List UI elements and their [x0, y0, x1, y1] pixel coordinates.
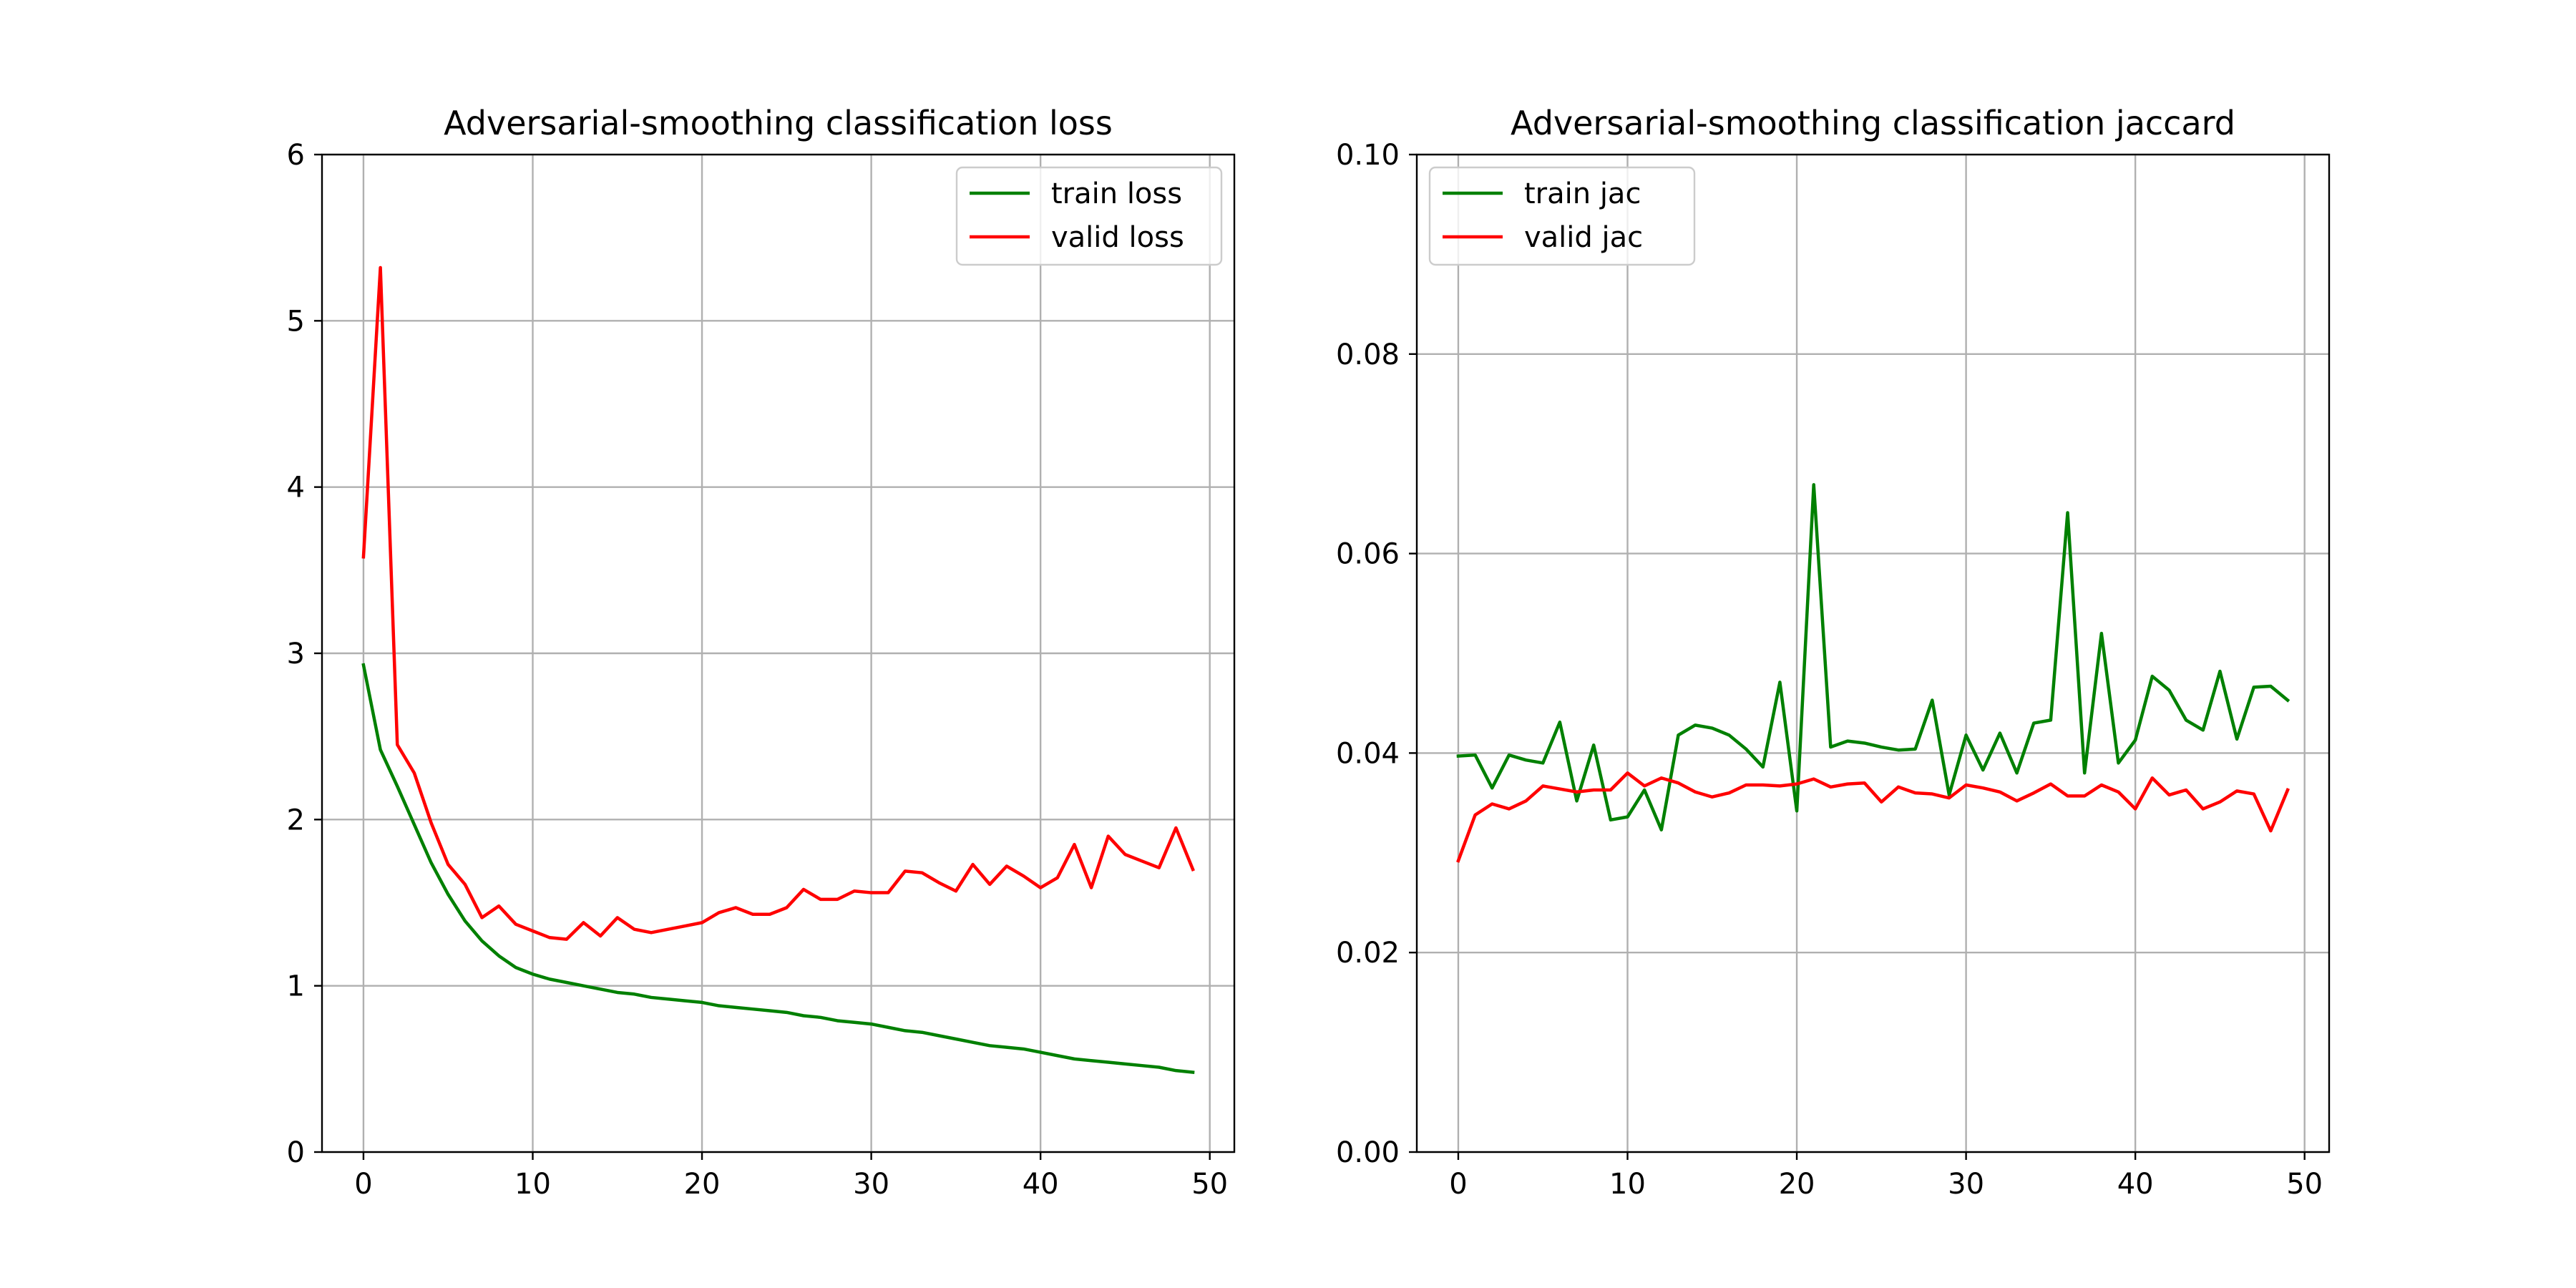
y-tick-label: 0.06	[1336, 538, 1400, 571]
x-tick-label: 30	[853, 1168, 889, 1201]
chart-title: Adversarial-smoothing classification los…	[444, 104, 1113, 142]
loss-chart: 0 10 20 30 40 50 0 1 2 3 4 5 6 Adversarial-smoothing …	[287, 104, 1236, 1201]
y-tick-label: 4	[287, 472, 305, 504]
x-tick-label: 10	[1609, 1168, 1646, 1201]
x-tick-label: 50	[1191, 1168, 1228, 1201]
x-tick-label: 50	[2286, 1168, 2323, 1201]
x-tick-label: 0	[1449, 1168, 1467, 1201]
y-tick-label: 0.04	[1336, 737, 1400, 770]
legend-label: valid jac	[1524, 221, 1643, 254]
legend-label: train loss	[1051, 177, 1182, 210]
series-line-train-loss	[361, 663, 1195, 1074]
series-line-valid-jac	[1456, 771, 2290, 863]
x-tick-label: 20	[684, 1168, 721, 1201]
axes-frame	[1415, 153, 2331, 1153]
legend-label: valid loss	[1051, 221, 1184, 254]
legend-label: train jac	[1524, 177, 1641, 210]
jaccard-chart: 0 10 20 30 40 50 0.00 0.02 0.04 0.06 0.08 0.10 Adver…	[1336, 104, 2331, 1201]
x-tick-label: 10	[514, 1168, 551, 1201]
y-tick-label: 1	[287, 970, 305, 1003]
x-tick-label: 30	[1948, 1168, 1984, 1201]
y-tick-label: 3	[287, 638, 305, 670]
x-tick-label: 40	[2117, 1168, 2154, 1201]
x-tick-label: 0	[354, 1168, 372, 1201]
x-tick-label: 40	[1023, 1168, 1059, 1201]
y-tick-label: 0.02	[1336, 937, 1400, 970]
series-line-train-jac	[1456, 483, 2290, 831]
series-line-valid-loss	[361, 265, 1195, 941]
y-tick-label: 6	[287, 139, 305, 172]
y-tick-label: 0.10	[1336, 139, 1400, 172]
chart-title: Adversarial-smoothing classification jac…	[1511, 104, 2235, 142]
y-tick-label: 5	[287, 305, 305, 338]
x-tick-label: 20	[1779, 1168, 1815, 1201]
y-tick-label: 0.00	[1336, 1136, 1400, 1169]
legend: train loss valid loss	[955, 166, 1223, 266]
legend: train jac valid jac	[1428, 166, 1696, 266]
y-tick-label: 2	[287, 804, 305, 836]
y-tick-label: 0	[287, 1136, 305, 1169]
y-tick-label: 0.08	[1336, 338, 1400, 371]
